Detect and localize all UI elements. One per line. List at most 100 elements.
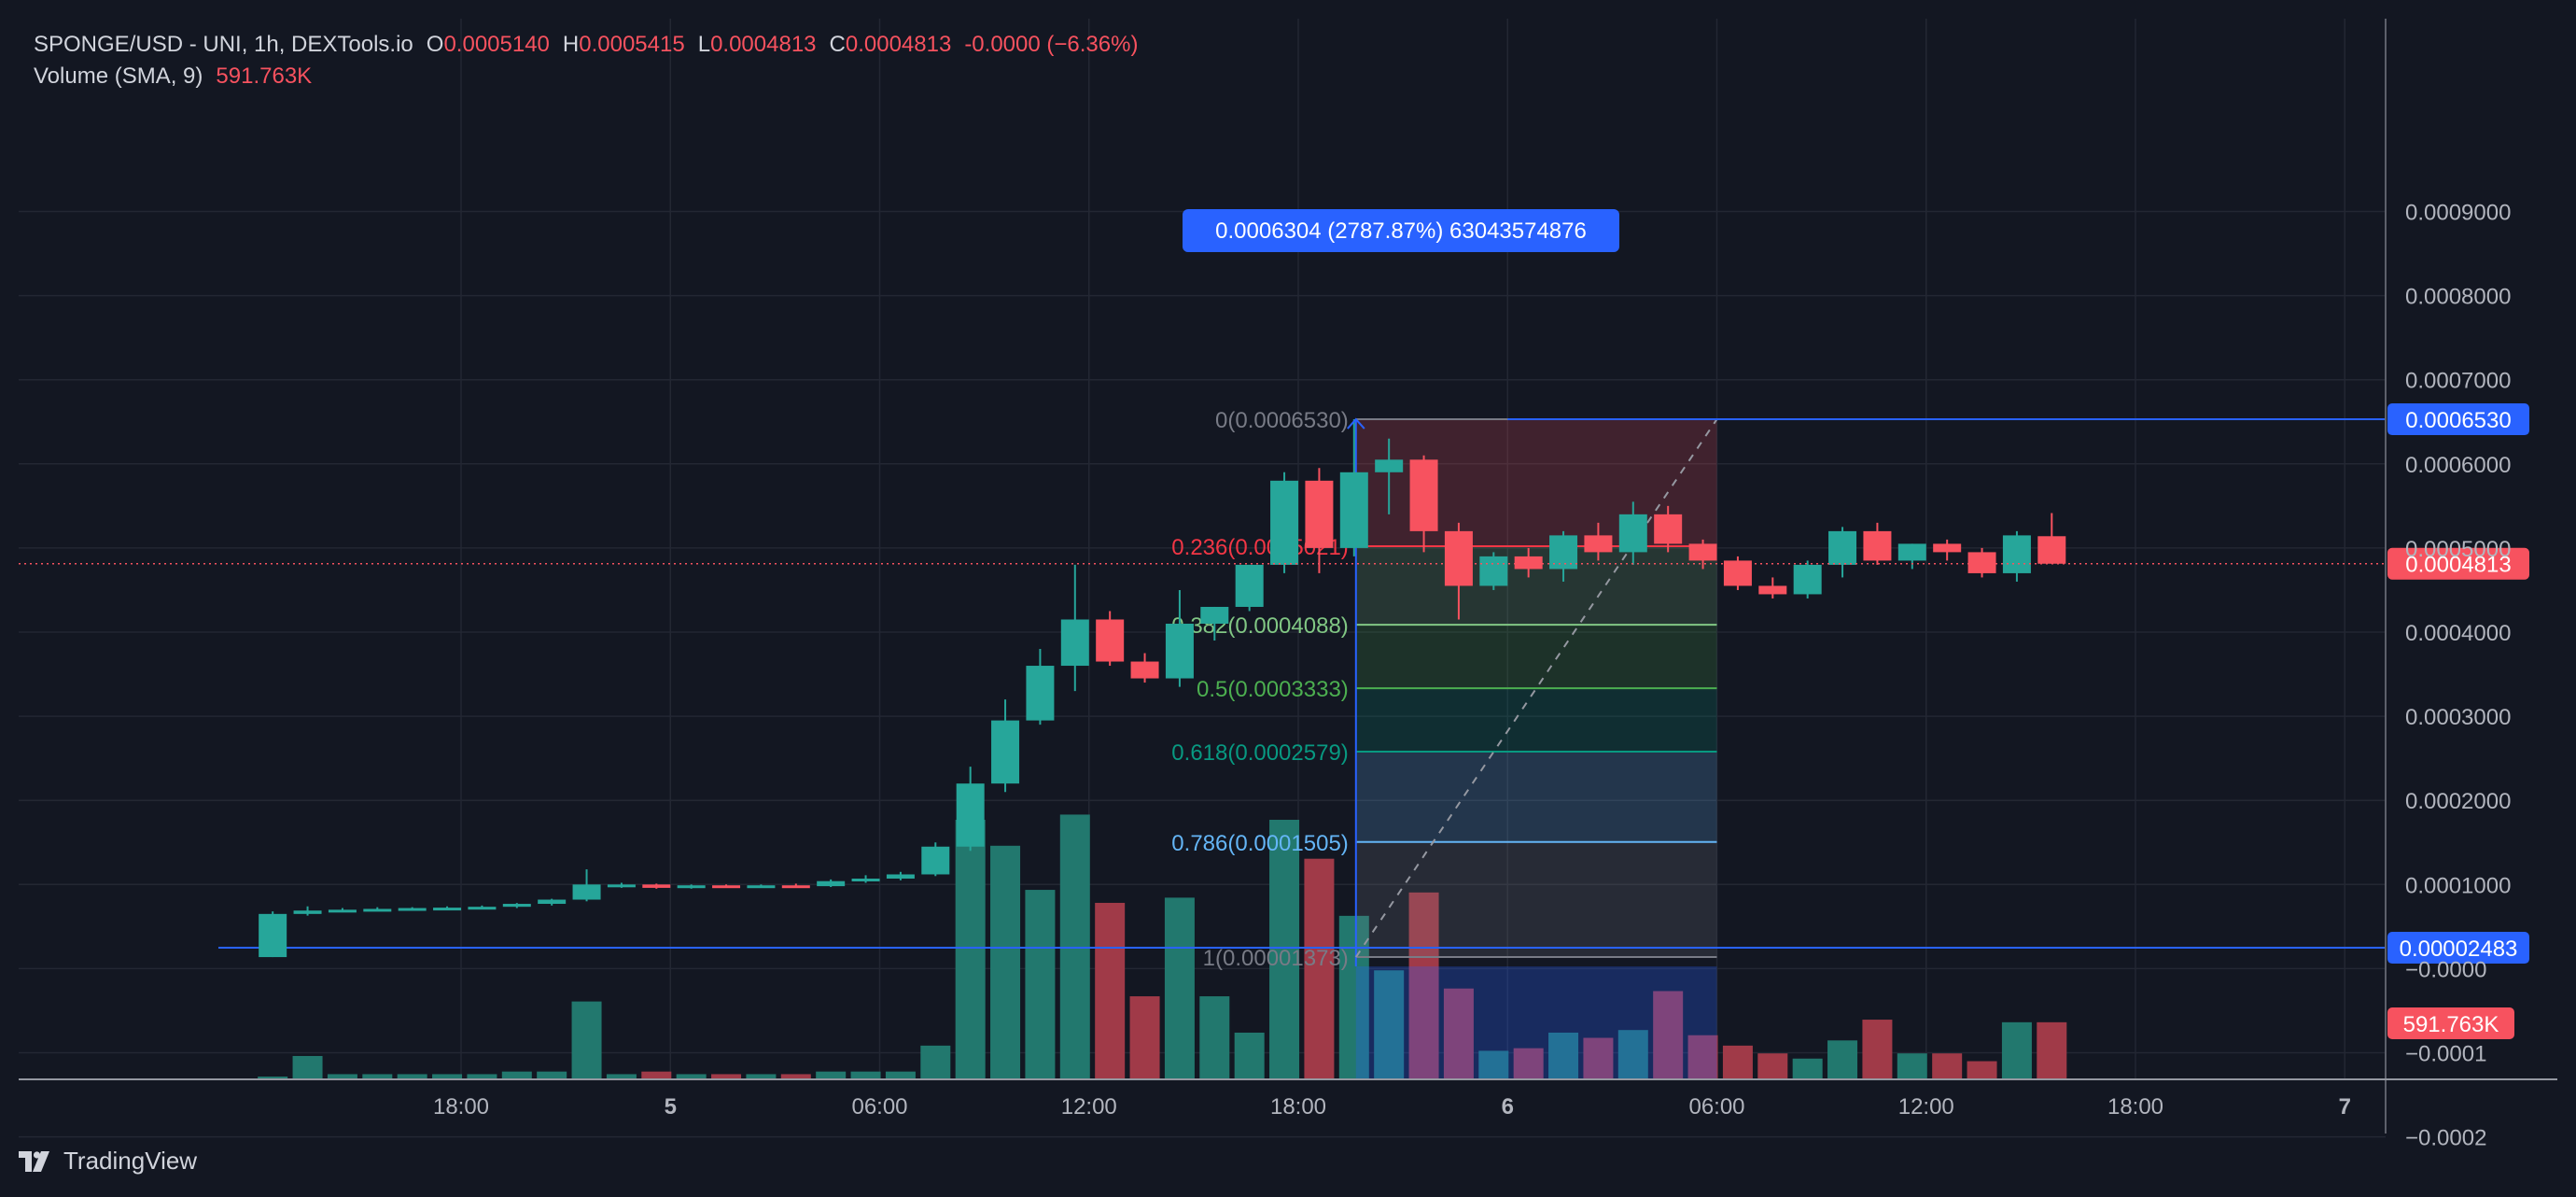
candle-body — [956, 783, 985, 847]
price-tag-label: 0.00002483 — [2400, 936, 2518, 962]
volume-bar — [1478, 1050, 1509, 1079]
change-value: -0.0000 (−6.36%) — [964, 32, 1139, 57]
x-tick-label: 18:00 — [2107, 1094, 2163, 1120]
y-tick-label: 0.0002000 — [2405, 789, 2511, 814]
volume-bar — [1304, 858, 1335, 1079]
volume-bar — [2037, 1021, 2067, 1079]
volume-bars — [258, 814, 2067, 1079]
y-tick-label: 0.0003000 — [2405, 705, 2511, 730]
fib-level-label: 0.382(0.0004088) — [1171, 613, 1349, 639]
candle-body — [1793, 564, 1822, 595]
candle-body — [921, 846, 950, 875]
open-label: O — [426, 32, 444, 57]
candle-body — [1479, 556, 1508, 586]
volume-bar — [1757, 1053, 1788, 1079]
candle-body — [1863, 530, 1892, 561]
candle-body — [851, 878, 880, 881]
volume-bar — [1269, 820, 1300, 1079]
y-tick-label: 0.0009000 — [2405, 201, 2511, 226]
fib-level-label: 1(0.00001373) — [1203, 946, 1349, 971]
volume-bar — [258, 1077, 288, 1079]
high-label: H — [562, 32, 580, 57]
price-axis[interactable]: 0.0009000 0.0008000 0.0007000 0.0006000 0.00… — [2385, 19, 2511, 1197]
candle-body — [1654, 514, 1683, 544]
volume-bar — [1408, 892, 1439, 1079]
candle-body — [1723, 560, 1752, 586]
candle-body — [607, 884, 636, 888]
price-tag-label: 0.0006530 — [2405, 408, 2511, 433]
time-axis[interactable]: 18:00 5 06:00 12:00 18:00 6 06:00 12:00 18:00 7 — [19, 1078, 2557, 1120]
volume-bar — [990, 845, 1021, 1079]
volume-bar — [292, 1055, 323, 1079]
volume-bar — [1548, 1032, 1579, 1079]
measure-arrow-icon — [1347, 417, 1365, 430]
candle-body — [1688, 543, 1717, 561]
candlestick-series — [259, 419, 2066, 958]
volume-bar — [746, 1074, 777, 1079]
volume-bar — [1443, 988, 1474, 1079]
candle-body — [781, 885, 810, 889]
candle-body — [817, 880, 846, 887]
candle-body — [328, 909, 357, 913]
volume-bar — [1897, 1053, 1927, 1079]
y-tick-label: −0.0001 — [2405, 1042, 2486, 1067]
volume-bar — [1234, 1032, 1265, 1079]
volume-bar — [1792, 1058, 1823, 1079]
volume-bar — [1199, 996, 1230, 1079]
candle-body — [1305, 480, 1334, 548]
tradingview-brand[interactable]: TradingView — [19, 1147, 197, 1176]
fib-zone-extension — [1355, 966, 1717, 1079]
volume-bar — [1722, 1045, 1753, 1079]
y-tick-label: 0.0007000 — [2405, 369, 2511, 394]
candle-body — [1758, 585, 1787, 595]
candle-body — [886, 874, 915, 879]
volume-bar — [467, 1074, 497, 1079]
candle-body — [259, 913, 287, 958]
volume-value: 591.763K — [216, 63, 313, 89]
symbol-legend: SPONGE/USD - UNI, 1h, DEXTools.io O0.0005… — [34, 32, 1138, 58]
volume-bar — [571, 1001, 602, 1079]
candle-body — [747, 885, 776, 889]
volume-bar — [1967, 1061, 1997, 1079]
y-tick-label: 0.0004000 — [2405, 621, 2511, 646]
last-price-tag — [2387, 547, 2529, 580]
last-price-label: 0.0004813 — [2405, 553, 2511, 578]
volume-bar — [362, 1074, 393, 1079]
y-tick-label: 0.0005000 — [2405, 537, 2511, 562]
candle-body — [1967, 552, 1996, 573]
open-value: 0.0005140 — [443, 32, 550, 57]
candle-body — [538, 899, 567, 905]
volume-bar — [1687, 1035, 1718, 1079]
volume-bar — [1513, 1048, 1544, 1079]
candle-body — [1096, 619, 1125, 662]
candle-body — [1130, 661, 1159, 679]
fib-zone — [1355, 841, 1717, 958]
volume-bar — [2001, 1021, 2032, 1079]
candle-body — [433, 908, 462, 911]
y-tick-label: 0.0008000 — [2405, 285, 2511, 310]
candle-body — [1060, 619, 1089, 667]
candle-body — [1339, 472, 1368, 548]
x-tick-label: 18:00 — [1270, 1094, 1326, 1120]
y-tick-label: 0.0001000 — [2405, 873, 2511, 898]
candle-body — [1409, 459, 1438, 531]
measure-tooltip-label: 0.0006304 (2787.87%) 63043574876 — [1215, 218, 1587, 244]
volume-bar — [1129, 996, 1160, 1079]
volume-bar — [850, 1071, 881, 1079]
volume-bar — [1338, 915, 1369, 1079]
volume-bar — [1374, 970, 1405, 1079]
low-label: L — [697, 32, 711, 57]
fib-level-label: 0.5(0.0003333) — [1197, 677, 1349, 702]
chart-overlays: 0.0004813 0.0006304 (2787.87%) 6304357487… — [19, 209, 2529, 1039]
volume-bar — [1827, 1040, 1858, 1079]
horizontal-lines[interactable]: 0.0006530 0.00002483 — [218, 403, 2529, 965]
x-tick-label: 6 — [1502, 1094, 1514, 1120]
volume-bar — [1583, 1037, 1614, 1079]
x-tick-label: 12:00 — [1898, 1094, 1954, 1120]
x-tick-label: 06:00 — [1688, 1094, 1744, 1120]
volume-bar — [537, 1071, 567, 1079]
fib-level-label: 0.618(0.0002579) — [1171, 740, 1349, 766]
candle-body — [1514, 556, 1543, 570]
candle-body — [1200, 606, 1229, 624]
